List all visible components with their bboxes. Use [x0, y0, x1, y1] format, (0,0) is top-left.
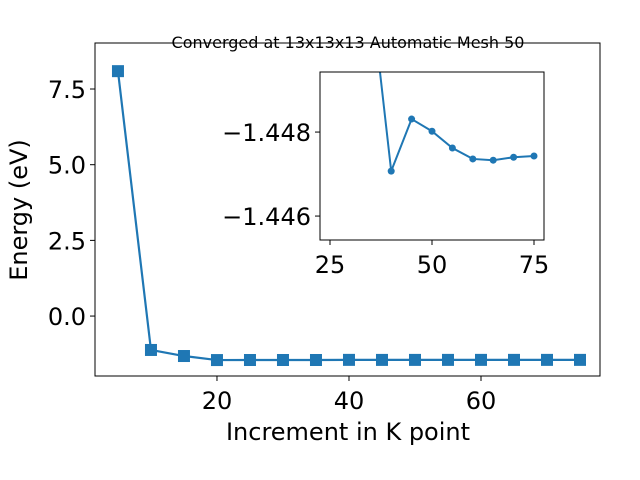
marker	[309, 353, 322, 366]
y-tick-label: −1.446	[222, 203, 311, 231]
marker	[375, 353, 388, 366]
x-tick-label: 75	[519, 251, 550, 279]
marker	[441, 353, 454, 366]
y-tick-label: 7.5	[48, 76, 86, 104]
marker	[177, 350, 190, 363]
plot-area	[111, 65, 587, 367]
x-tick-label: 50	[417, 251, 448, 279]
marker	[144, 343, 157, 356]
marker	[111, 65, 124, 78]
marker	[243, 354, 256, 367]
x-tick-label: 20	[202, 387, 233, 415]
marker	[210, 354, 223, 367]
marker	[530, 152, 538, 160]
x-tick-label: 60	[466, 387, 497, 415]
marker	[507, 353, 520, 366]
y-tick-label: 5.0	[48, 152, 86, 180]
marker	[428, 127, 436, 135]
y-tick-label: −1.448	[222, 119, 311, 147]
y-tick-label: 0.0	[48, 303, 86, 331]
x-tick-label: 40	[334, 387, 365, 415]
marker	[448, 144, 456, 152]
marker	[387, 167, 395, 175]
x-axis-label: Increment in K point	[226, 418, 470, 446]
marker	[408, 353, 421, 366]
marker	[276, 353, 289, 366]
marker	[489, 156, 497, 164]
marker	[474, 353, 487, 366]
axes-frame	[94, 42, 601, 377]
marker	[408, 115, 416, 123]
plot-area	[378, 72, 538, 175]
x-tick-label: 25	[315, 251, 346, 279]
marker	[540, 353, 553, 366]
marker	[469, 155, 477, 163]
marker	[342, 353, 355, 366]
marker	[574, 353, 587, 366]
y-axis-label: Energy (eV)	[5, 139, 33, 281]
axes-frame	[319, 71, 545, 241]
line	[116, 71, 581, 362]
marker	[510, 153, 518, 161]
y-tick-label: 2.5	[48, 227, 86, 255]
